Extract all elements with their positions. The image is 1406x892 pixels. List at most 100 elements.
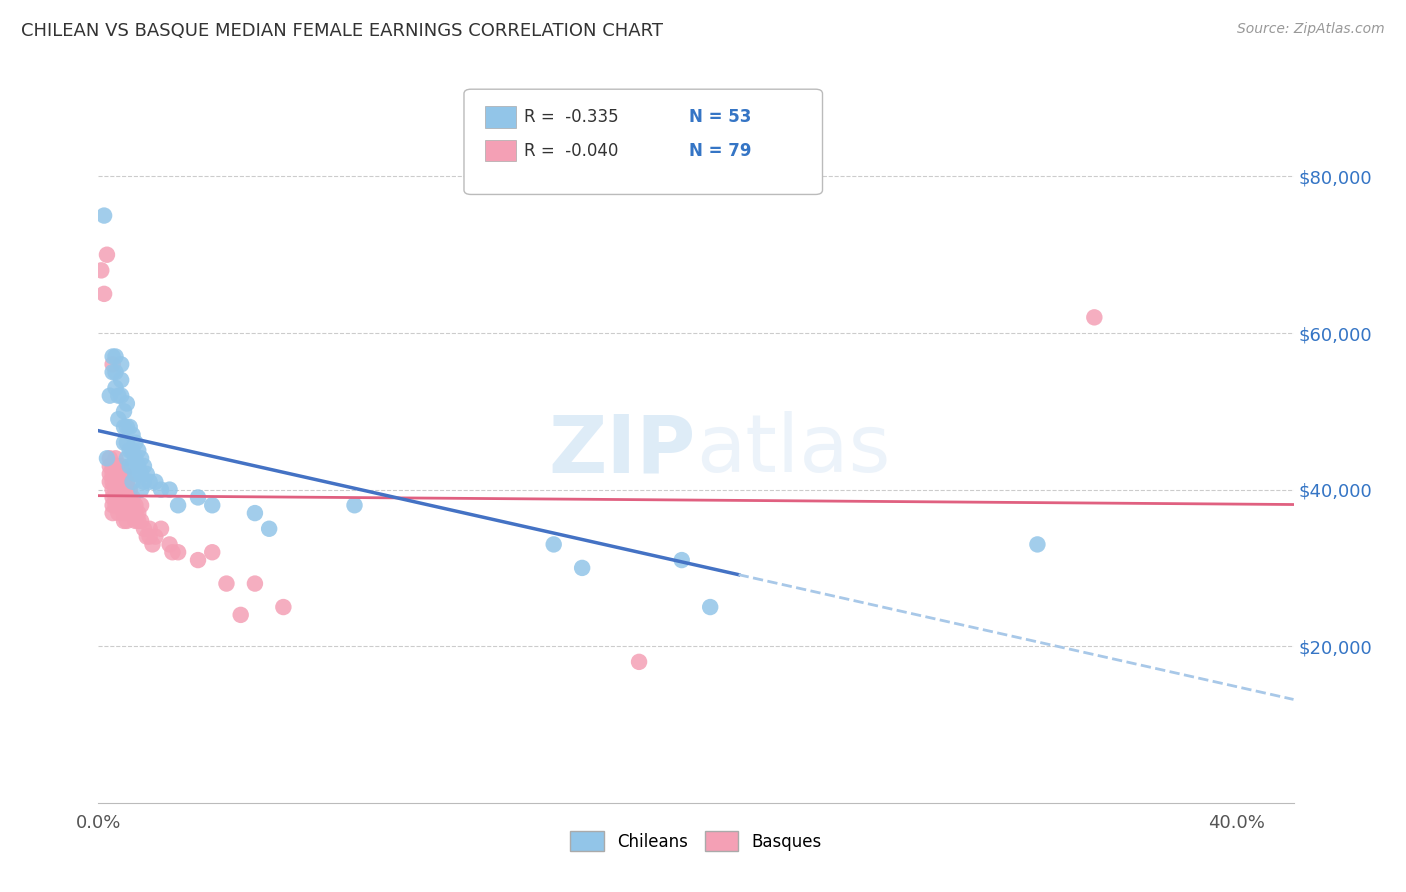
Point <box>699 600 721 615</box>
Point <box>104 498 127 512</box>
Point <box>101 475 124 489</box>
Point <box>118 443 141 458</box>
Point <box>1083 310 1105 325</box>
Point <box>96 451 118 466</box>
Point <box>127 506 149 520</box>
Point <box>121 427 143 442</box>
Point <box>112 467 135 481</box>
Point <box>112 514 135 528</box>
Legend: Chileans, Basques: Chileans, Basques <box>564 824 828 858</box>
Point <box>187 491 209 505</box>
Point <box>112 420 135 434</box>
Point <box>98 389 121 403</box>
Point <box>98 451 121 466</box>
Point <box>112 498 135 512</box>
Point <box>104 350 127 364</box>
Point <box>132 522 155 536</box>
Point <box>98 459 121 474</box>
Point <box>115 483 138 497</box>
Point <box>104 467 127 481</box>
Point <box>110 498 132 512</box>
Point <box>93 209 115 223</box>
Point <box>101 357 124 371</box>
Text: N = 79: N = 79 <box>689 142 751 160</box>
Point <box>101 459 124 474</box>
Point <box>115 420 138 434</box>
Point <box>93 286 115 301</box>
Point <box>118 506 141 520</box>
Point <box>121 475 143 489</box>
Point <box>112 491 135 505</box>
Point <box>121 491 143 505</box>
Point <box>98 475 121 489</box>
Point <box>141 537 163 551</box>
Text: R =  -0.040: R = -0.040 <box>524 142 619 160</box>
Point <box>110 483 132 497</box>
Point <box>1026 537 1049 551</box>
Point <box>273 600 295 615</box>
Point <box>112 404 135 418</box>
Text: Source: ZipAtlas.com: Source: ZipAtlas.com <box>1237 22 1385 37</box>
Point <box>104 381 127 395</box>
Point <box>101 350 124 364</box>
Point <box>98 467 121 481</box>
Point <box>104 459 127 474</box>
Point <box>543 537 565 551</box>
Point <box>201 498 224 512</box>
Point <box>229 607 252 622</box>
Point <box>343 498 366 512</box>
Point <box>118 498 141 512</box>
Point <box>129 451 152 466</box>
Point <box>124 506 146 520</box>
Point <box>107 412 129 426</box>
Point <box>101 365 124 379</box>
Point <box>143 530 166 544</box>
Point <box>167 498 190 512</box>
Point <box>112 506 135 520</box>
Point <box>121 506 143 520</box>
Point <box>104 475 127 489</box>
Point <box>115 435 138 450</box>
Point <box>150 483 173 497</box>
Point <box>201 545 224 559</box>
Point <box>121 459 143 474</box>
Point <box>118 459 141 474</box>
Point <box>115 491 138 505</box>
Point <box>112 483 135 497</box>
Point <box>115 396 138 410</box>
Point <box>129 514 152 528</box>
Point <box>110 357 132 371</box>
Point <box>138 522 160 536</box>
Point <box>571 561 593 575</box>
Point <box>115 475 138 489</box>
Point <box>90 263 112 277</box>
Point <box>135 467 157 481</box>
Point <box>104 483 127 497</box>
Point <box>127 459 149 474</box>
Point <box>115 451 138 466</box>
Point <box>107 498 129 512</box>
Text: atlas: atlas <box>696 411 890 490</box>
Point <box>132 475 155 489</box>
Point <box>159 483 181 497</box>
Point <box>110 389 132 403</box>
Point <box>628 655 651 669</box>
Point <box>243 506 266 520</box>
Point <box>124 435 146 450</box>
Text: R =  -0.335: R = -0.335 <box>524 108 619 126</box>
Point <box>107 389 129 403</box>
Point <box>107 483 129 497</box>
Point <box>115 498 138 512</box>
Point <box>132 459 155 474</box>
Point <box>110 475 132 489</box>
Point <box>110 459 132 474</box>
Point <box>118 491 141 505</box>
Point <box>101 467 124 481</box>
Point <box>138 530 160 544</box>
Point <box>167 545 190 559</box>
Point <box>101 491 124 505</box>
Point <box>127 443 149 458</box>
Point <box>110 373 132 387</box>
Point <box>112 435 135 450</box>
Point <box>671 553 693 567</box>
